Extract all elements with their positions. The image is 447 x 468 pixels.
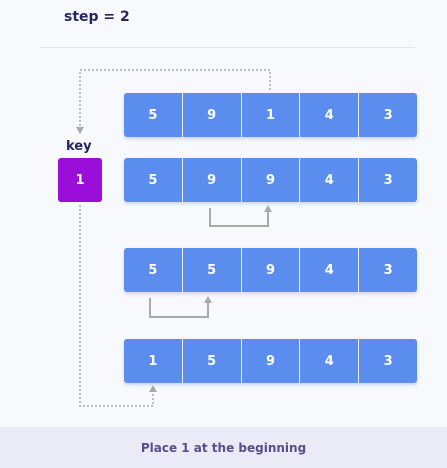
array-cell: 3 xyxy=(359,93,417,137)
dotted-path-to-key xyxy=(79,69,271,128)
array-row-shift-1: 5 9 9 4 3 xyxy=(124,158,417,202)
dotted-path-from-key xyxy=(79,205,154,407)
array-cell: 1 xyxy=(124,339,183,383)
shift-arrow-1 xyxy=(209,208,269,227)
array-cell: 5 xyxy=(124,93,183,137)
array-row-initial: 5 9 1 4 3 xyxy=(124,93,417,137)
array-cell: 5 xyxy=(124,248,183,292)
caption-text: Place 1 at the beginning xyxy=(140,440,307,455)
shift-arrow-1-head xyxy=(264,205,272,212)
array-cell: 5 xyxy=(124,158,183,202)
top-divider xyxy=(40,47,415,48)
array-row-final: 1 5 9 4 3 xyxy=(124,339,417,383)
array-cell: 4 xyxy=(300,248,360,292)
array-cell: 3 xyxy=(359,158,417,202)
array-cell: 9 xyxy=(182,93,242,137)
shift-arrow-2 xyxy=(149,298,209,318)
array-cell: 4 xyxy=(300,158,360,202)
arrow-head-to-final xyxy=(149,385,157,392)
shift-arrow-2-head xyxy=(204,296,212,303)
array-cell: 3 xyxy=(359,248,417,292)
key-label: key xyxy=(66,139,92,154)
array-cell: 5 xyxy=(182,339,242,383)
array-cell: 9 xyxy=(241,158,301,202)
array-cell: 5 xyxy=(182,248,242,292)
step-title: step = 2 xyxy=(64,9,130,25)
caption-bar: Place 1 at the beginning xyxy=(0,427,447,468)
key-box: 1 xyxy=(58,158,102,202)
array-cell: 3 xyxy=(359,339,417,383)
array-cell: 4 xyxy=(300,93,360,137)
array-cell: 9 xyxy=(241,248,301,292)
array-cell: 4 xyxy=(300,339,360,383)
array-cell: 1 xyxy=(241,93,301,137)
arrow-head-to-key xyxy=(76,127,84,134)
array-cell: 9 xyxy=(241,339,301,383)
array-row-shift-2: 5 5 9 4 3 xyxy=(124,248,417,292)
array-cell: 9 xyxy=(182,158,242,202)
